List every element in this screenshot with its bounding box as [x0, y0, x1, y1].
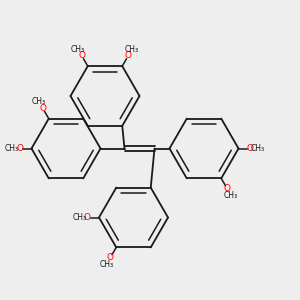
Text: CH₃: CH₃ [251, 144, 265, 153]
Text: CH₃: CH₃ [5, 144, 19, 153]
Text: CH₃: CH₃ [71, 45, 85, 54]
Text: O: O [107, 253, 114, 262]
Text: O: O [78, 51, 85, 60]
Text: O: O [84, 213, 91, 222]
Text: O: O [224, 184, 231, 193]
Text: CH₃: CH₃ [100, 260, 114, 269]
Text: O: O [39, 104, 46, 113]
Text: CH₃: CH₃ [32, 97, 46, 106]
Text: O: O [16, 144, 23, 153]
Text: CH₃: CH₃ [73, 213, 87, 222]
Text: O: O [247, 144, 254, 153]
Text: CH₃: CH₃ [125, 45, 139, 54]
Text: CH₃: CH₃ [224, 191, 238, 200]
Text: O: O [125, 51, 132, 60]
